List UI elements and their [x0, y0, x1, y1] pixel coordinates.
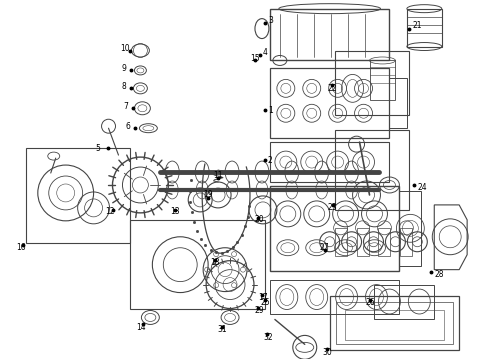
Bar [407, 9, 442, 46]
Bar [270, 9, 390, 60]
Text: 1: 1 [268, 106, 272, 115]
Text: 7: 7 [123, 102, 128, 111]
Bar [399, 191, 421, 266]
Text: 13: 13 [171, 207, 180, 216]
Text: 12: 12 [105, 207, 115, 216]
Bar [130, 220, 265, 310]
Text: 14: 14 [136, 323, 146, 332]
Text: 15: 15 [250, 54, 260, 63]
Text: 21: 21 [413, 21, 422, 30]
Text: 11: 11 [213, 171, 222, 180]
Text: 27: 27 [319, 243, 329, 252]
Bar [270, 68, 390, 138]
Bar [357, 228, 368, 256]
Text: 4: 4 [263, 48, 268, 57]
Text: 5: 5 [96, 144, 100, 153]
Bar [335, 50, 409, 115]
Text: 18: 18 [210, 258, 220, 267]
Bar [336, 302, 453, 345]
Text: 31: 31 [217, 325, 227, 334]
Text: 25: 25 [261, 298, 270, 307]
Bar [335, 130, 409, 210]
Bar [270, 186, 399, 271]
Text: 26: 26 [366, 298, 375, 307]
Bar [369, 60, 395, 100]
Bar [270, 280, 399, 315]
Bar [344, 310, 444, 340]
Text: 23: 23 [328, 203, 337, 212]
Text: 9: 9 [122, 64, 126, 73]
Text: 24: 24 [417, 184, 427, 193]
Bar [26, 148, 130, 243]
Bar [400, 228, 413, 256]
Bar [270, 142, 390, 182]
Text: 10: 10 [121, 44, 130, 53]
Bar [390, 78, 407, 128]
Bar [378, 228, 391, 256]
Text: 32: 32 [263, 333, 272, 342]
Bar [374, 285, 434, 319]
Text: 22: 22 [328, 84, 337, 93]
Text: 28: 28 [434, 270, 444, 279]
Text: 29: 29 [255, 306, 265, 315]
Text: 2: 2 [268, 156, 272, 165]
Text: 20: 20 [255, 215, 265, 224]
Text: 8: 8 [122, 82, 126, 91]
Text: 16: 16 [16, 243, 25, 252]
Text: 6: 6 [125, 122, 130, 131]
Text: 17: 17 [258, 293, 268, 302]
Text: 30: 30 [323, 348, 332, 357]
Bar [335, 228, 346, 256]
Bar [330, 296, 459, 350]
Text: 3: 3 [268, 16, 273, 25]
Text: 19: 19 [203, 190, 213, 199]
